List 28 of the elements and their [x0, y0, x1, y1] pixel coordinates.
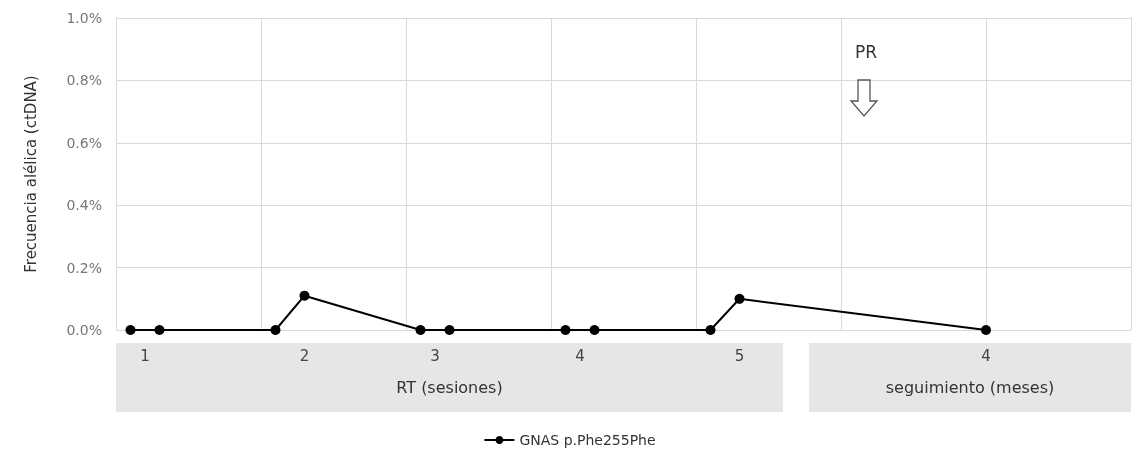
- annotation: PR: [854, 42, 878, 62]
- text: RT (sesiones): [396, 378, 503, 397]
- point: [444, 325, 455, 335]
- x-tick-label: 1: [140, 346, 150, 365]
- x-tick-label: 5: [734, 346, 745, 365]
- y-tick-label: 0.0%: [66, 322, 102, 338]
- text: seguimiento (meses): [885, 378, 1055, 397]
- x-tick-label: 4: [575, 346, 585, 365]
- point: [270, 325, 281, 335]
- point: [734, 293, 745, 304]
- y-tick-label: 0.4%: [66, 197, 102, 214]
- point: [705, 325, 716, 335]
- point: [589, 325, 600, 335]
- y-tick-label: 0.8%: [66, 72, 102, 89]
- point: [125, 325, 136, 335]
- x-tick-label: 3: [430, 346, 440, 365]
- point: [560, 325, 571, 335]
- point: [299, 290, 310, 301]
- point: [981, 325, 991, 335]
- y-tick-label: 0.2%: [66, 259, 102, 276]
- y-tick-label: 0.6%: [66, 134, 102, 151]
- point: [154, 325, 165, 335]
- x-tick-label: 2: [299, 346, 310, 365]
- point: [415, 325, 426, 335]
- x-tick-label: 4: [981, 346, 991, 365]
- legend-label: GNAS p.Phe255Phe: [519, 432, 656, 448]
- y-axis-title: Frecuencia alélica (ctDNA): [21, 75, 40, 273]
- y-tick-label: 1.0%: [66, 10, 102, 26]
